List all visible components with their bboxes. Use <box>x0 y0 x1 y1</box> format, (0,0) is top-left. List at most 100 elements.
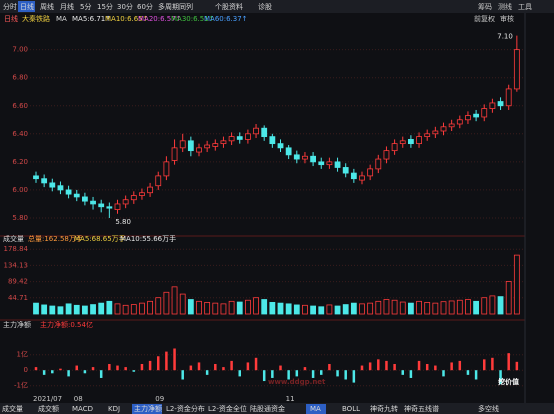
volume-bar <box>253 297 259 315</box>
legend-right[interactable]: 审核 <box>500 14 514 23</box>
volume-bar <box>90 304 96 315</box>
flow-bar <box>417 360 421 371</box>
flow-bar <box>246 362 250 371</box>
candle-body <box>473 113 480 118</box>
flow-bar <box>124 367 127 371</box>
flow-bar <box>214 364 217 371</box>
overlay-tab[interactable]: BOLL <box>342 405 360 413</box>
toolbar-tab[interactable]: 15分 <box>97 2 113 11</box>
flow-bar <box>434 365 437 371</box>
candle-body <box>359 175 365 181</box>
candle-body <box>456 119 463 125</box>
candle-body <box>155 175 162 187</box>
indicator-tab[interactable]: 成交量 <box>2 404 23 413</box>
volume-bar <box>465 299 471 315</box>
toolbar-tool[interactable]: 筹码 <box>478 2 492 11</box>
overlay-tab[interactable]: 多空线 <box>478 404 499 413</box>
y-tick-label: 6.00 <box>12 186 28 194</box>
toolbar-tab[interactable]: 30分 <box>117 2 133 11</box>
flow-bar <box>393 364 396 371</box>
volume-bar <box>448 300 455 315</box>
volume-bar <box>391 299 398 315</box>
bottom-bar <box>0 403 554 414</box>
indicator-tab[interactable]: 成交额 <box>38 404 59 413</box>
flow-bar <box>458 360 462 371</box>
volume-bar <box>41 304 48 315</box>
candle-body <box>65 189 72 195</box>
volume-bar <box>407 302 414 315</box>
toolbar-tab[interactable]: 月线 <box>60 2 74 11</box>
candle-body <box>489 102 496 109</box>
flow-bar <box>385 360 388 371</box>
y-tick-label: 6.20 <box>12 158 28 166</box>
toolbar-tab[interactable]: 个股资料 <box>215 2 243 11</box>
candle-body <box>220 140 227 145</box>
toolbar-tab[interactable]: 5分 <box>80 2 91 11</box>
toolbar-tool[interactable]: 测线 <box>498 2 512 11</box>
indicator-tab[interactable]: 主力净额 <box>134 404 162 413</box>
volume-bar <box>163 291 170 315</box>
flow-bar <box>99 370 103 378</box>
flow-bar <box>295 370 299 377</box>
candle-body <box>440 126 447 132</box>
volume-bar <box>367 302 374 315</box>
volume-bar <box>57 306 64 315</box>
flow-bar <box>140 364 144 371</box>
volume-bar <box>228 300 235 315</box>
ma-legend: MA10:6.65↑ <box>105 15 149 23</box>
overlay-tab[interactable]: 神奇五线谱 <box>404 404 439 413</box>
toolbar-tab[interactable]: 诊股 <box>258 2 272 11</box>
indicator-tab[interactable]: 陆股通资金 <box>250 404 285 413</box>
overlay-tab[interactable]: 神奇九转 <box>370 404 398 413</box>
y-tick-label: 134.13 <box>4 261 29 269</box>
active-tab <box>306 404 326 414</box>
toolbar-tab[interactable]: 60分 <box>137 2 153 11</box>
toolbar-tab[interactable]: 多周期同列 <box>158 2 193 11</box>
candle-body <box>171 147 178 161</box>
volume-bar <box>350 302 357 315</box>
indicator-tab[interactable]: L2-资金分布 <box>166 404 205 413</box>
flow-bar <box>189 365 193 371</box>
flow-bar <box>336 370 339 377</box>
toolbar-tab[interactable]: 周线 <box>40 2 54 11</box>
candle-body <box>448 123 455 128</box>
volume-bar <box>285 303 292 315</box>
toolbar-tab[interactable]: 日线 <box>20 2 34 11</box>
volume-bar <box>432 302 439 315</box>
flow-bar <box>344 370 347 380</box>
flow-bar <box>328 364 331 371</box>
flow-bar <box>279 365 282 371</box>
toolbar-tab[interactable]: 分时 <box>3 2 17 11</box>
volume-bar <box>293 304 300 315</box>
flow-bar <box>377 359 380 371</box>
volume-bar <box>456 299 463 315</box>
candle-body <box>318 161 325 166</box>
overlay-tab[interactable]: MA <box>310 405 321 413</box>
panel-header: 主力净额:0.54亿 <box>40 320 93 329</box>
flow-bar <box>83 370 87 374</box>
volume-bar <box>497 296 504 315</box>
volume-bar <box>187 299 194 315</box>
volume-bar <box>139 302 145 315</box>
candle-body <box>383 150 390 160</box>
low-annotation: 5.80 <box>115 218 131 226</box>
indicator-tab[interactable]: MACD <box>72 405 93 413</box>
volume-bar <box>106 300 113 315</box>
toolbar-tool[interactable]: 工具 <box>518 3 532 11</box>
flow-bar <box>491 357 494 371</box>
legend-right[interactable]: 前复权 <box>474 14 495 23</box>
volume-bar <box>416 300 422 315</box>
candle-body <box>49 182 56 188</box>
indicator-tab[interactable]: L2-资金全位 <box>208 404 247 413</box>
flow-bar <box>499 370 502 385</box>
candle-body <box>342 167 349 174</box>
y-tick-label: 178.84 <box>4 245 29 253</box>
y-tick-label: 89.42 <box>8 278 28 286</box>
volume-bar <box>473 300 480 315</box>
volume-bar <box>424 302 431 315</box>
flow-bar <box>287 370 290 380</box>
indicator-tab[interactable]: KDJ <box>108 405 120 413</box>
ma-legend: MA20:6.57↑ <box>138 15 182 23</box>
candle-body <box>179 140 186 149</box>
candle-body <box>302 155 308 160</box>
